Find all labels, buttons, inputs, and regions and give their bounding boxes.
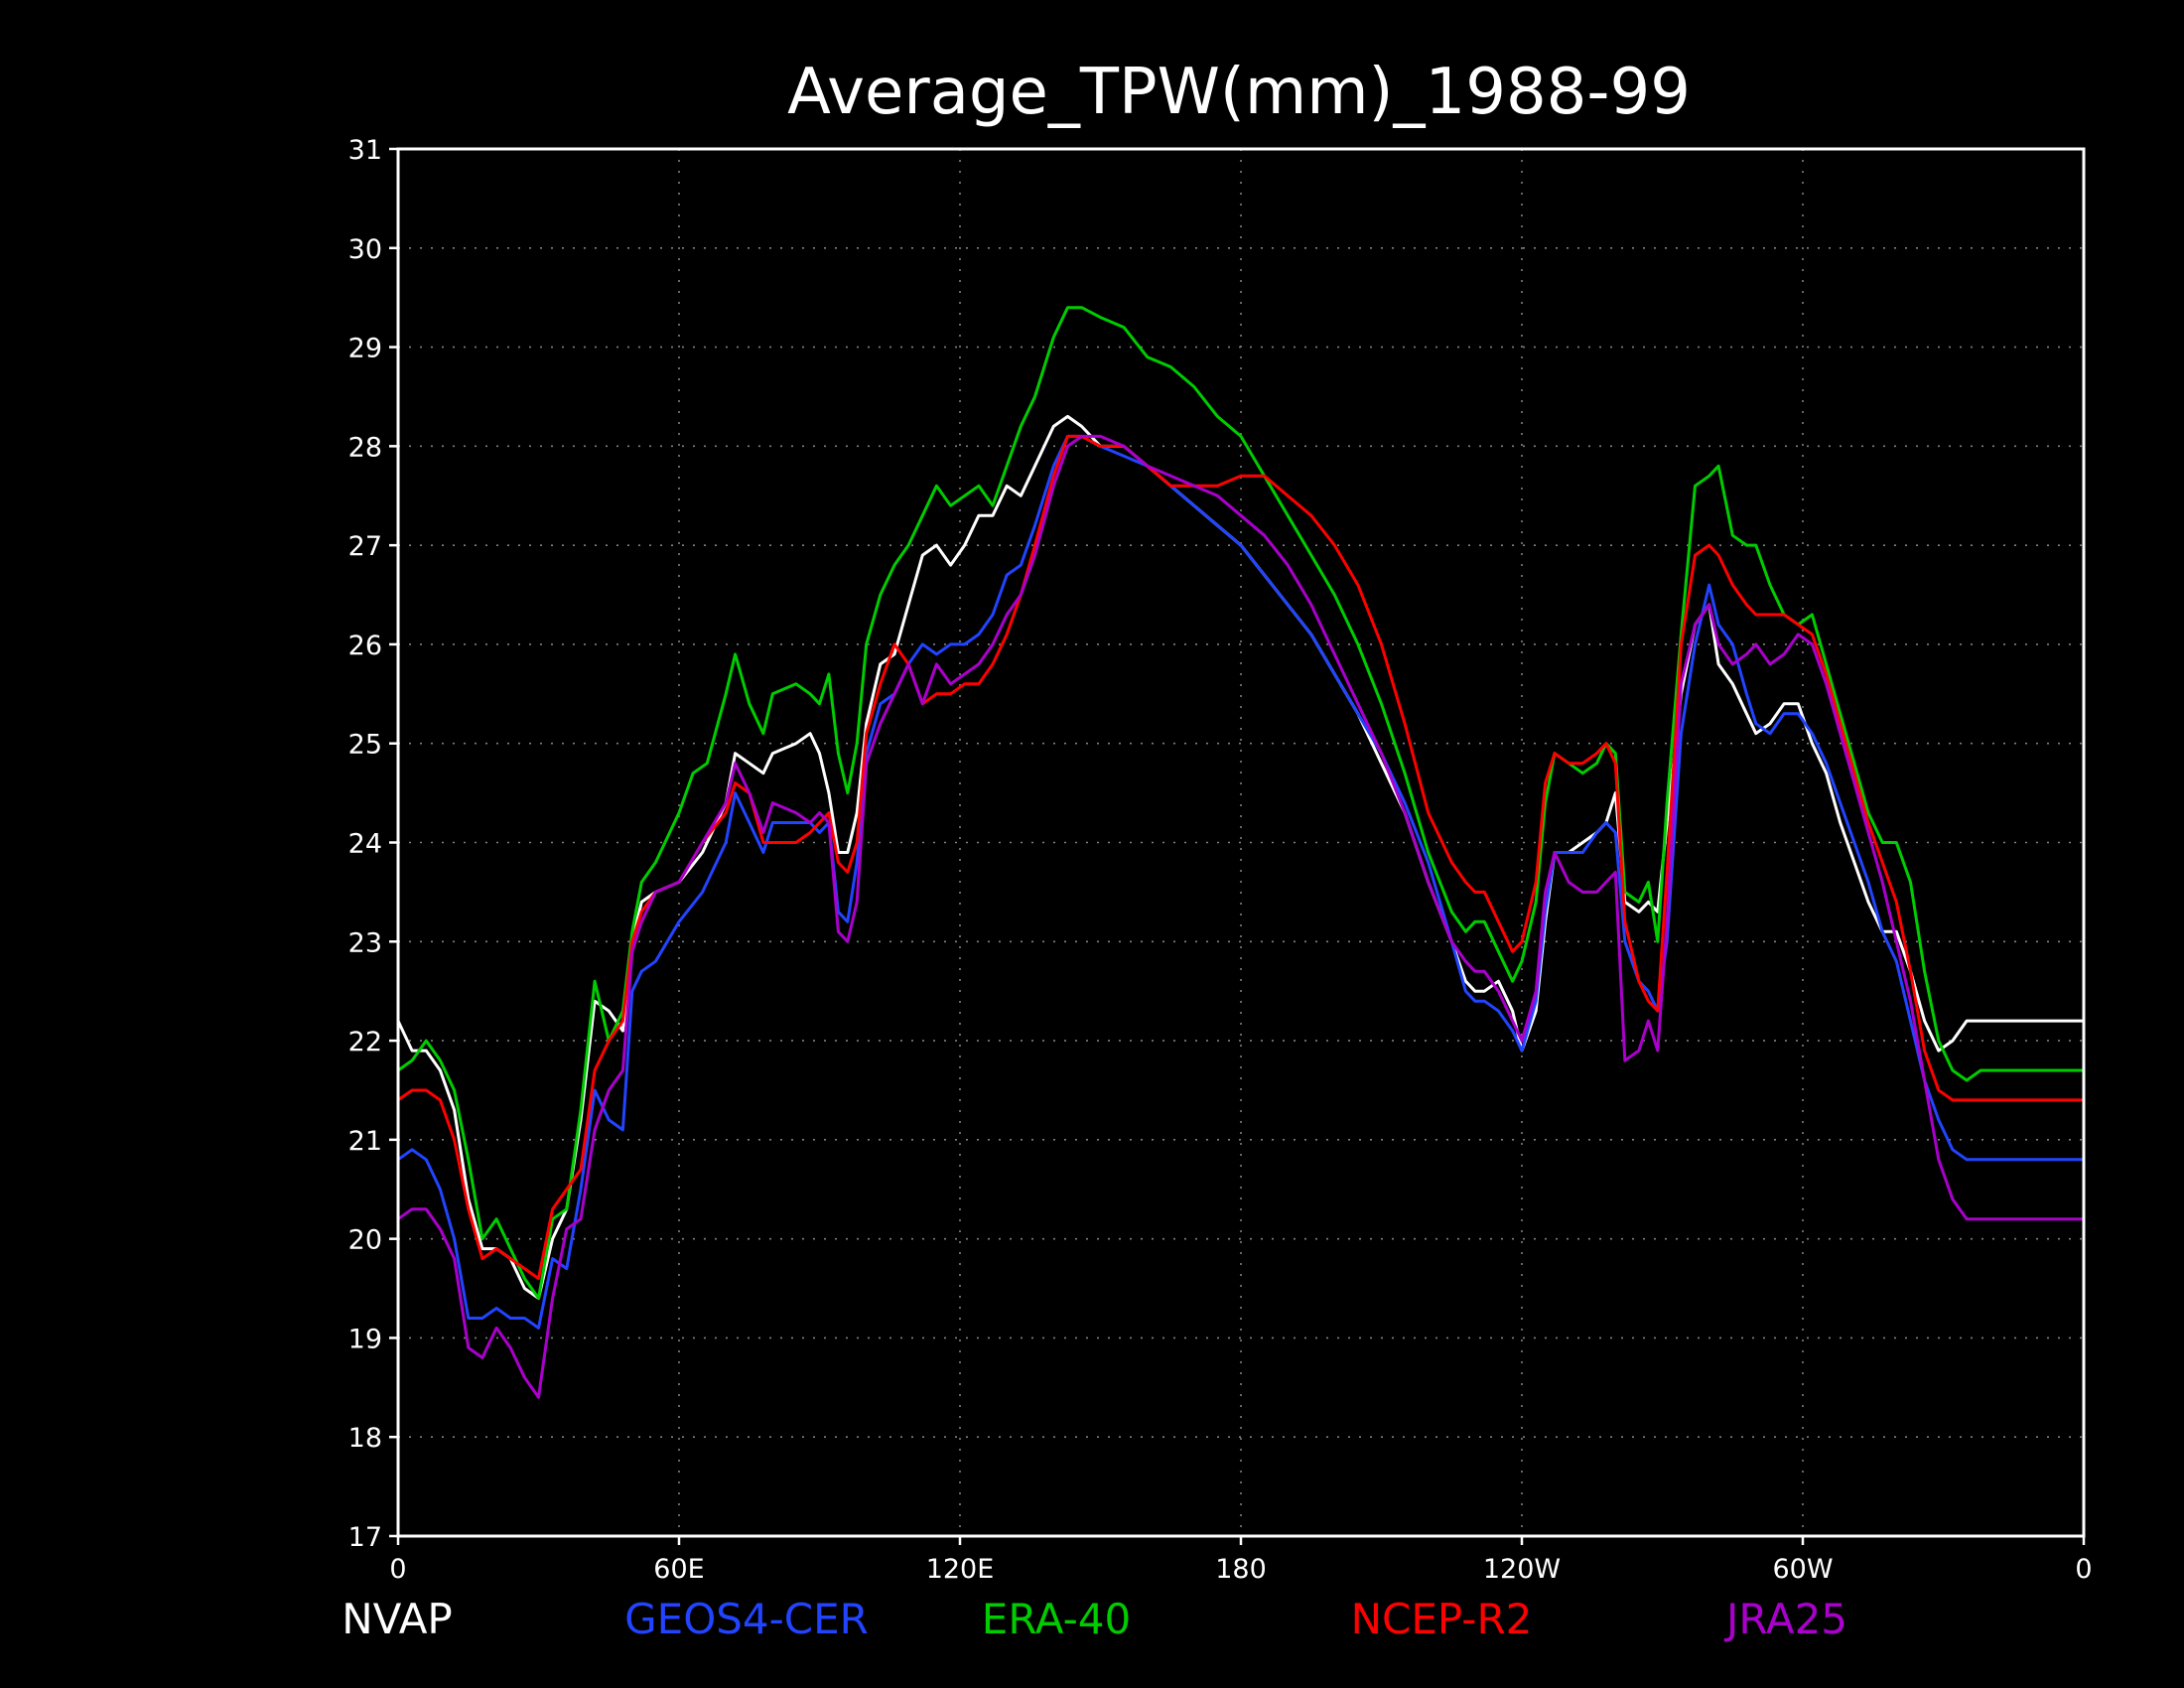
y-tick-label: 30 <box>348 234 382 265</box>
legend-label-era-40: ERA-40 <box>982 1595 1131 1643</box>
legend: NVAP GEOS4-CER ERA-40 NCEP-R2 JRA25 <box>341 1595 1847 1643</box>
y-tick-label: 17 <box>348 1522 382 1553</box>
y-tick-label: 20 <box>348 1225 382 1256</box>
y-tick-label: 26 <box>348 631 382 661</box>
legend-label-geos4-cer: GEOS4-CER <box>624 1595 869 1643</box>
y-tick-label: 19 <box>348 1324 382 1354</box>
x-tick-label: 120W <box>1483 1554 1561 1585</box>
legend-label-nvap: NVAP <box>341 1595 453 1643</box>
y-tick-label: 31 <box>348 135 382 166</box>
y-tick-label: 25 <box>348 730 382 761</box>
series-line-geos4-cer <box>396 434 2086 1330</box>
legend-label-jra25: JRA25 <box>1723 1595 1847 1643</box>
axes: 17 18 19 20 21 22 23 24 25 26 27 28 29 30 31 0 60E 120E 18… <box>348 135 2093 1585</box>
legend-label-ncep-r2: NCEP-R2 <box>1351 1595 1533 1643</box>
y-tick-label: 27 <box>348 531 382 562</box>
x-tick-label: 60E <box>653 1554 704 1585</box>
y-tick-label: 29 <box>348 334 382 364</box>
y-tick-label: 24 <box>348 829 382 860</box>
x-tick-label: 120E <box>926 1554 995 1585</box>
y-tick-label: 23 <box>348 927 382 958</box>
y-tick-label: 21 <box>348 1126 382 1157</box>
y-tick-label: 28 <box>348 432 382 463</box>
x-tick-label: 0 <box>389 1554 406 1585</box>
x-tick-label: 60W <box>1772 1554 1833 1585</box>
y-tick-label: 22 <box>348 1027 382 1057</box>
x-tick-label: 180 <box>1215 1554 1267 1585</box>
series-lines <box>396 306 2086 1399</box>
y-tick-label: 18 <box>348 1423 382 1454</box>
chart-title: Average_TPW(mm)_1988-99 <box>787 56 1691 129</box>
x-tick-label: 0 <box>2075 1554 2092 1585</box>
series-line-jra25 <box>396 434 2086 1399</box>
series-line-era-40 <box>396 306 2086 1300</box>
